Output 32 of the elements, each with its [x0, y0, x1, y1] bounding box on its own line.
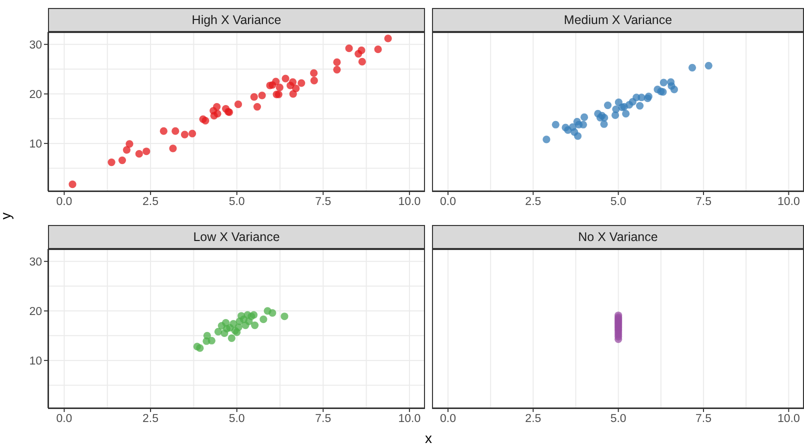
x-tick-label: 2.5: [142, 196, 159, 208]
y-tick-label: 30: [29, 39, 42, 52]
chart-title: No X Variance: [432, 225, 804, 249]
y-tick-label: 20: [29, 89, 42, 101]
chart-title: High X Variance: [48, 8, 425, 32]
x-axis-title: x: [424, 430, 433, 446]
x-tick-label: 10.0: [398, 196, 421, 208]
x-tick-label: 5.0: [228, 196, 245, 208]
x-tick-label: 10.0: [777, 413, 800, 426]
x-tick-label: 7.5: [315, 196, 332, 208]
x-tick-label: 7.5: [315, 413, 332, 426]
x-tick-label: 5.0: [610, 413, 626, 426]
y-tick-label: 10: [29, 138, 42, 151]
x-tick-label: 7.5: [696, 413, 712, 426]
x-tick-label: 0.0: [56, 196, 72, 208]
x-tick-label: 2.5: [525, 196, 542, 208]
y-tick-label: 20: [29, 306, 42, 318]
x-tick-label: 0.0: [440, 196, 456, 208]
chart-title: Low X Variance: [48, 225, 425, 249]
x-tick-label: 5.0: [228, 413, 245, 426]
chart-title: Medium X Variance: [432, 8, 804, 32]
x-tick-label: 0.0: [56, 413, 72, 426]
y-tick-label: 10: [29, 356, 42, 368]
x-tick-label: 10.0: [398, 413, 421, 426]
x-tick-label: 10.0: [777, 196, 800, 208]
x-tick-label: 2.5: [142, 413, 159, 426]
y-tick-label: 30: [29, 256, 42, 268]
x-tick-label: 0.0: [440, 413, 456, 426]
x-tick-label: 2.5: [525, 413, 542, 426]
x-tick-label: 5.0: [610, 196, 626, 208]
x-tick-label: 7.5: [696, 196, 712, 208]
y-axis-title: y: [0, 212, 14, 220]
